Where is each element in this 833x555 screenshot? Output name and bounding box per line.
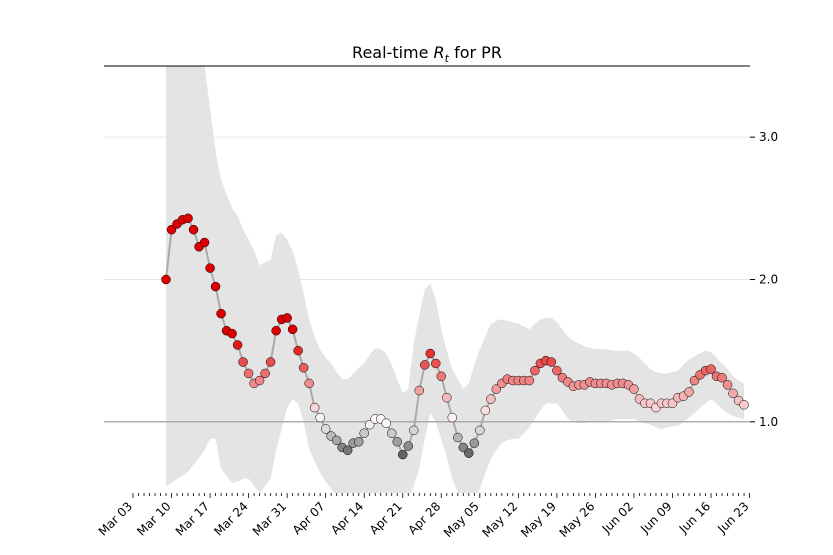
rt-point — [530, 365, 540, 376]
rt-point — [480, 405, 491, 416]
x-tick-label: Mar 10 — [134, 499, 173, 538]
x-tick-label: Apr 21 — [367, 499, 405, 537]
rt-point — [188, 224, 199, 235]
rt-point — [298, 362, 309, 373]
x-tick-label: Apr 14 — [328, 499, 366, 537]
rt-point — [629, 384, 639, 394]
x-tick-label: Mar 03 — [96, 499, 135, 538]
x-tick-label: Jun 09 — [637, 499, 674, 536]
title-text: for PR — [449, 43, 502, 62]
y-tick-label: 2.0 — [759, 273, 778, 287]
rt-point — [161, 274, 171, 285]
rt-point — [210, 281, 221, 292]
rt-point — [238, 357, 248, 367]
x-tick-label: May 05 — [441, 499, 482, 540]
rt-point — [183, 213, 193, 224]
rt-point — [728, 388, 738, 399]
rt-point — [469, 438, 480, 448]
rt-point — [722, 380, 733, 390]
rt-point — [342, 445, 353, 456]
rt-point — [216, 308, 226, 319]
y-tick-label: 1.0 — [759, 415, 778, 429]
rt-point — [254, 375, 265, 386]
rt-point — [403, 441, 413, 451]
rt-point — [552, 365, 562, 376]
rt-point — [397, 449, 408, 460]
x-tick-label: Jun 02 — [599, 499, 636, 536]
rt-point — [425, 348, 436, 359]
rt-point — [315, 412, 325, 423]
rt-point — [739, 400, 749, 410]
title-text: Real-time — [352, 43, 434, 62]
rt-point — [464, 448, 474, 458]
x-tick-label: Apr 07 — [290, 499, 328, 537]
rt-point — [287, 324, 298, 335]
rt-point — [232, 340, 243, 350]
y-tick-label: 3.0 — [759, 130, 778, 144]
rt-point — [309, 402, 320, 413]
rt-point — [353, 437, 364, 447]
x-tick-label: Mar 24 — [211, 499, 250, 538]
x-tick-label: Mar 17 — [173, 499, 212, 538]
x-tick-label: Jun 23 — [714, 499, 751, 536]
rt-point — [386, 428, 397, 438]
rt-point — [414, 385, 425, 396]
rt-point — [706, 364, 716, 374]
rt-point — [205, 263, 215, 273]
rt-point — [392, 437, 402, 447]
rt-point — [359, 428, 369, 438]
title-symbol: R — [434, 43, 445, 62]
x-tick-label: May 26 — [557, 499, 598, 540]
rt-point — [453, 432, 463, 443]
rt-point — [227, 328, 237, 339]
chart-title: Real-time Rt for PR — [352, 43, 502, 65]
rt-point — [486, 394, 496, 404]
rt-point — [546, 357, 557, 367]
rt-point — [265, 357, 276, 367]
rt-point — [331, 435, 342, 446]
rt-point — [447, 412, 458, 423]
rt-point — [293, 345, 303, 356]
rt-point — [524, 375, 535, 386]
x-tick-label: May 19 — [518, 499, 559, 540]
plot-area — [104, 66, 750, 493]
x-tick-label: Jun 16 — [676, 499, 713, 536]
rt-point — [271, 325, 281, 336]
rt-point — [684, 387, 694, 397]
rt-point — [243, 368, 254, 379]
rt-point — [436, 371, 447, 382]
x-tick-label: Apr 28 — [405, 499, 443, 537]
rt-point — [282, 313, 292, 323]
rt-point — [431, 358, 441, 369]
rt-point — [442, 392, 452, 403]
rt-point — [420, 360, 430, 370]
title-subscript: t — [445, 52, 450, 65]
rt-point — [304, 378, 314, 389]
rt-point — [409, 425, 419, 436]
x-tick-label: May 12 — [480, 499, 521, 540]
rt-point — [381, 418, 391, 429]
rt-point — [475, 425, 485, 436]
x-tick-label: Mar 31 — [250, 499, 289, 538]
rt-point — [260, 368, 270, 379]
rt-point — [199, 237, 210, 248]
rt-point — [717, 372, 727, 383]
rt-point — [320, 424, 331, 434]
